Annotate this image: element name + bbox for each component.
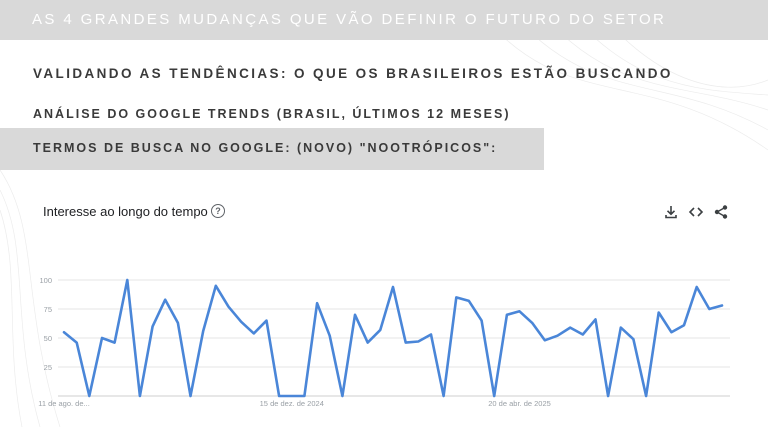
- help-circle-icon[interactable]: ?: [211, 204, 225, 218]
- data-point: [544, 339, 546, 341]
- x-tick-label: 11 de ago. de...: [38, 399, 90, 408]
- chart-card-title: Interesse ao longo do tempo: [43, 204, 208, 219]
- search-term-band: [0, 128, 544, 170]
- data-point: [366, 341, 368, 343]
- section-subheading: ANÁLISE DO GOOGLE TRENDS (BRASIL, ÚLTIMO…: [33, 107, 511, 121]
- data-point: [670, 331, 672, 333]
- data-point: [278, 395, 280, 397]
- x-tick-label: 15 de dez. de 2024: [260, 399, 324, 408]
- data-point: [493, 395, 495, 397]
- y-tick-label: 50: [44, 334, 52, 343]
- data-point: [151, 325, 153, 327]
- data-point: [189, 395, 191, 397]
- data-point: [75, 341, 77, 343]
- data-point: [265, 319, 267, 321]
- data-point: [329, 334, 331, 336]
- data-point: [594, 318, 596, 320]
- data-point: [404, 341, 406, 343]
- section-heading: VALIDANDO AS TENDÊNCIAS: O QUE OS BRASIL…: [33, 66, 673, 81]
- data-point: [177, 322, 179, 324]
- data-point: [442, 395, 444, 397]
- data-point: [126, 279, 128, 281]
- data-point: [240, 321, 242, 323]
- search-term-label: TERMOS DE BUSCA NO GOOGLE: (NOVO) "NOOTR…: [33, 141, 498, 155]
- data-point: [354, 314, 356, 316]
- data-point: [632, 338, 634, 340]
- data-point: [531, 322, 533, 324]
- series-line: [62, 278, 724, 398]
- embed-code-icon[interactable]: [688, 204, 704, 220]
- data-point: [518, 310, 520, 312]
- data-point: [569, 326, 571, 328]
- data-point: [455, 296, 457, 298]
- data-point: [303, 395, 305, 397]
- data-point: [392, 286, 394, 288]
- data-point: [430, 333, 432, 335]
- data-point: [468, 300, 470, 302]
- data-point: [101, 337, 103, 339]
- data-point: [683, 324, 685, 326]
- data-point: [556, 334, 558, 336]
- x-tick-label: 20 de abr. de 2025: [488, 399, 551, 408]
- data-point: [291, 395, 293, 397]
- y-tick-label: 100: [39, 276, 52, 285]
- data-point: [582, 333, 584, 335]
- page-title: AS 4 GRANDES MUDANÇAS QUE VÃO DEFINIR O …: [32, 11, 667, 28]
- data-point: [88, 395, 90, 397]
- data-point: [607, 395, 609, 397]
- data-point: [506, 314, 508, 316]
- download-icon[interactable]: [663, 204, 679, 220]
- data-point: [227, 305, 229, 307]
- data-point: [658, 311, 660, 313]
- y-tick-label: 25: [44, 363, 52, 372]
- data-point: [164, 299, 166, 301]
- data-point: [379, 329, 381, 331]
- data-point: [695, 286, 697, 288]
- data-point: [645, 395, 647, 397]
- data-point: [480, 319, 482, 321]
- data-point: [708, 308, 710, 310]
- y-tick-label: 75: [44, 305, 52, 314]
- data-point: [316, 302, 318, 304]
- data-point: [253, 332, 255, 334]
- data-point: [341, 395, 343, 397]
- data-point: [721, 304, 723, 306]
- header-band: [0, 0, 768, 40]
- data-point: [63, 331, 65, 333]
- data-point: [139, 395, 141, 397]
- data-point: [202, 330, 204, 332]
- data-point: [113, 341, 115, 343]
- data-point: [215, 285, 217, 287]
- share-icon[interactable]: [713, 204, 729, 220]
- data-point: [417, 340, 419, 342]
- data-point: [620, 326, 622, 328]
